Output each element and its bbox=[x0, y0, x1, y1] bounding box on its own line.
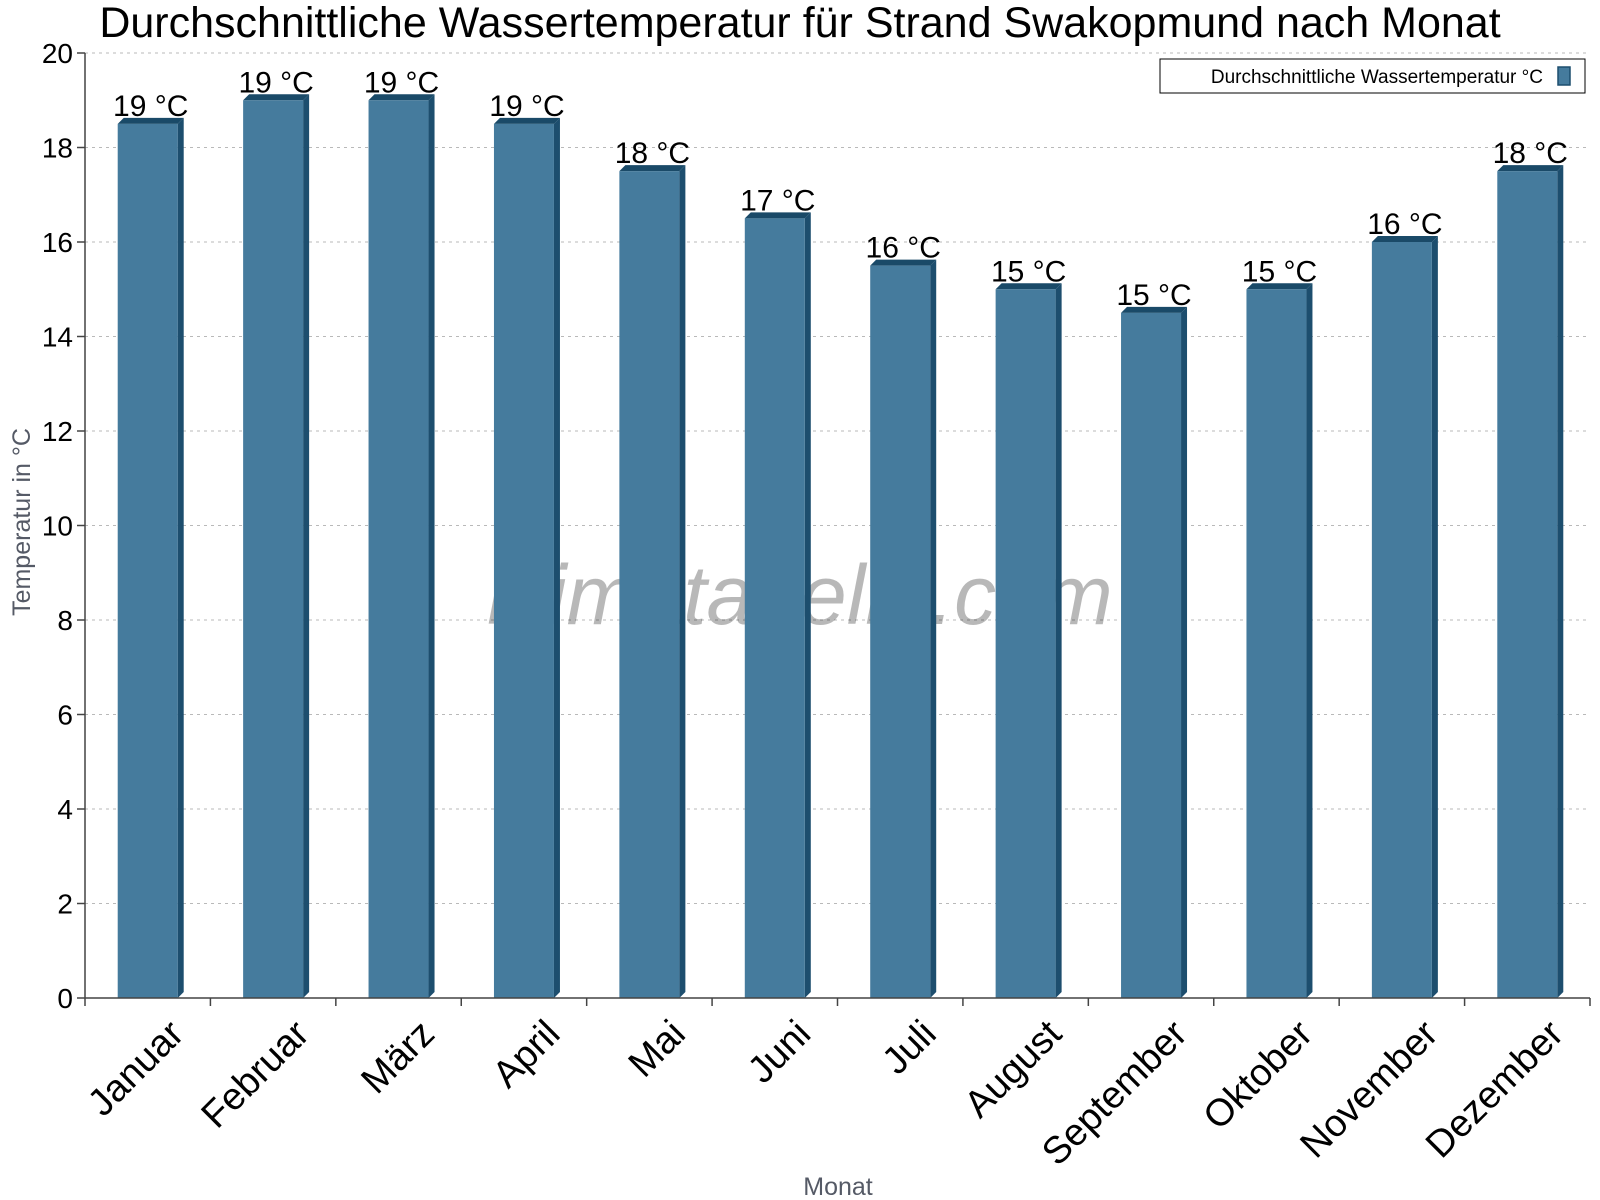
bar-side bbox=[428, 94, 435, 998]
bar-top bbox=[1371, 236, 1438, 242]
y-tick-label: 18 bbox=[42, 133, 73, 164]
bar-side bbox=[804, 212, 811, 998]
data-label: 19 °C bbox=[364, 66, 439, 99]
x-tick-label: August bbox=[957, 1012, 1071, 1126]
bar-top bbox=[243, 94, 310, 101]
bar-side bbox=[177, 117, 184, 998]
bar-top bbox=[1121, 306, 1188, 313]
chart-title: Durchschnittliche Wassertemperatur für S… bbox=[99, 0, 1500, 47]
bar-face bbox=[1497, 171, 1558, 998]
bar-10 bbox=[1246, 283, 1313, 998]
x-tick-label: Februar bbox=[194, 1012, 318, 1136]
bar-side bbox=[679, 165, 686, 998]
bar-3 bbox=[368, 94, 435, 998]
bar-7 bbox=[870, 259, 937, 998]
x-tick-label: Dezember bbox=[1418, 1012, 1572, 1166]
bar-face bbox=[368, 100, 429, 998]
data-label: 19 °C bbox=[113, 90, 188, 123]
legend-label: Durchschnittliche Wassertemperatur °C bbox=[1211, 67, 1543, 88]
y-tick-label: 10 bbox=[42, 511, 73, 542]
data-label: 17 °C bbox=[740, 184, 815, 217]
x-tick-label: Juli bbox=[875, 1013, 945, 1083]
bar-11 bbox=[1371, 236, 1438, 998]
bar-face bbox=[619, 171, 680, 998]
bar-top bbox=[995, 283, 1062, 290]
x-tick-label: April bbox=[485, 1013, 568, 1096]
bar-2 bbox=[243, 94, 310, 998]
bar-face bbox=[243, 100, 304, 998]
y-tick-label: 6 bbox=[57, 700, 73, 731]
bar-top bbox=[744, 212, 811, 219]
bar-face bbox=[493, 123, 554, 998]
bar-face bbox=[117, 123, 178, 998]
bar-top bbox=[117, 117, 184, 124]
bar-face bbox=[870, 265, 931, 998]
bar-6 bbox=[744, 212, 811, 998]
bar-12 bbox=[1497, 165, 1564, 998]
bar-side bbox=[1055, 283, 1062, 998]
y-tick-labels: 0 2 4 6 8 10 12 14 16 18 20 bbox=[42, 38, 73, 1014]
bar-face bbox=[744, 218, 805, 998]
bar-top bbox=[870, 259, 937, 266]
data-label: 15 °C bbox=[991, 255, 1066, 288]
data-label: 19 °C bbox=[238, 66, 313, 99]
legend-swatch bbox=[1557, 66, 1571, 86]
legend: Durchschnittliche Wassertemperatur °C bbox=[1159, 58, 1586, 94]
data-label: 19 °C bbox=[489, 90, 564, 123]
bar-face bbox=[1246, 289, 1307, 998]
bar-side bbox=[1557, 165, 1564, 998]
data-label: 16 °C bbox=[866, 232, 941, 265]
y-tick-label: 14 bbox=[42, 322, 73, 353]
y-axis-title: Temperatur in °C bbox=[8, 428, 36, 616]
y-tick-label: 12 bbox=[42, 416, 73, 447]
x-tick-label: Mai bbox=[621, 1013, 694, 1086]
bar-side bbox=[930, 259, 937, 998]
bar-4 bbox=[493, 117, 560, 998]
data-label: 18 °C bbox=[1493, 137, 1568, 170]
data-label: 16 °C bbox=[1367, 208, 1442, 241]
bar-side bbox=[1181, 306, 1188, 998]
bar-8 bbox=[995, 283, 1062, 998]
x-tick-labels: Januar Februar März April Mai Juni Juli AugustS… bbox=[80, 1012, 1572, 1173]
x-axis-title: Monat bbox=[803, 1173, 873, 1200]
y-tick-label: 0 bbox=[57, 983, 73, 1014]
bar-5 bbox=[619, 165, 686, 998]
value-labels: 19 °C 19 °C 19 °C 19 °C 18 °C 17 °C 16 °C 15 °C… bbox=[113, 66, 1568, 312]
legend-box bbox=[1159, 58, 1586, 94]
bar-top bbox=[493, 117, 560, 124]
bar-side bbox=[553, 117, 560, 998]
y-tick-label: 20 bbox=[42, 38, 73, 69]
x-tick-label: Oktober bbox=[1196, 1012, 1322, 1138]
bars bbox=[117, 94, 1564, 998]
data-label: 15 °C bbox=[1116, 279, 1191, 312]
axes bbox=[77, 52, 1591, 1006]
bar-top bbox=[619, 165, 686, 172]
x-tick-label: Januar bbox=[80, 1012, 192, 1124]
y-tick-label: 2 bbox=[57, 889, 73, 920]
bar-9 bbox=[1121, 306, 1188, 998]
data-label: 18 °C bbox=[615, 137, 690, 170]
bar-face bbox=[1371, 242, 1432, 998]
gridlines bbox=[85, 52, 1590, 904]
bar-top bbox=[1497, 165, 1564, 172]
bar-top bbox=[1246, 283, 1313, 290]
bar-side bbox=[303, 94, 310, 998]
bar-1 bbox=[117, 117, 184, 998]
x-tick-label: März bbox=[353, 1013, 442, 1102]
bar-face bbox=[995, 289, 1056, 998]
bar-side bbox=[1306, 283, 1313, 998]
y-tick-label: 8 bbox=[57, 605, 73, 636]
data-label: 15 °C bbox=[1242, 255, 1317, 288]
y-tick-label: 4 bbox=[57, 794, 73, 825]
y-tick-label: 16 bbox=[42, 227, 73, 258]
x-tick-label: Juni bbox=[740, 1013, 819, 1092]
bar-top bbox=[368, 94, 435, 101]
bar-side bbox=[1431, 236, 1438, 998]
bar-face bbox=[1121, 312, 1182, 998]
